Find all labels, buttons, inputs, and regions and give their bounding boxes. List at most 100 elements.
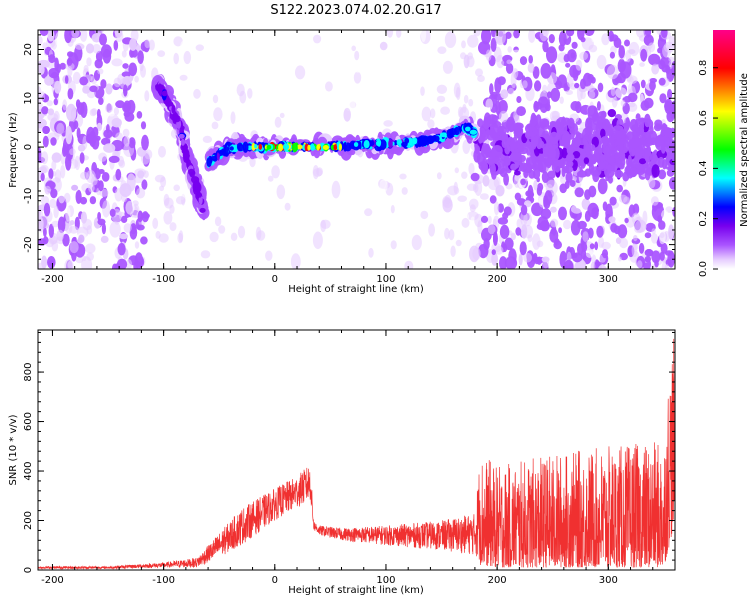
spectral-blob [467,34,479,48]
spectral-blob [542,146,550,155]
spectral-blob [51,240,59,252]
spectral-blob [152,217,159,229]
spectral-blob [58,191,65,204]
spectral-blob [49,198,57,209]
spectral-blob [322,145,329,150]
spectral-blob [436,95,446,103]
spectral-blob [242,141,249,153]
spectral-blob [608,216,616,223]
spectral-blob [607,156,616,165]
spectral-blob [604,164,615,179]
spectral-blob [276,184,286,200]
spectral-blob [442,60,453,74]
spectral-blob [618,256,622,262]
spectral-blob [600,128,606,139]
spectral-blob [631,124,639,133]
spectral-blob [619,61,632,79]
spectral-blob [111,117,122,128]
spectral-blob [660,242,668,254]
spectral-blob [598,264,607,269]
spectral-blob [667,88,673,100]
spectral-blob [193,88,201,99]
spectral-blob [511,49,523,58]
spectral-blob [616,184,623,193]
spectral-blob [651,250,661,264]
spectral-blob [338,70,346,88]
spectral-blob [668,224,675,240]
spectral-blob [354,50,360,61]
spectral-blob [53,205,59,219]
spectral-blob [41,255,48,269]
spectral-blob [649,80,656,91]
spectral-blob [179,40,186,58]
spectral-blob [589,243,595,250]
spectrogram-frame [37,29,676,270]
spectral-blob [119,233,129,240]
spectral-blob [514,192,522,201]
spectral-blob [640,79,646,89]
spectral-blob [71,30,80,39]
spectral-blob [440,106,450,115]
spectral-blob [100,79,107,89]
spectral-blob [473,148,481,163]
spectral-blob [325,81,333,92]
spectral-blob [148,39,155,51]
spectral-blob [427,119,435,129]
spectral-blob [267,175,274,182]
spectral-blob [505,31,512,39]
spectral-blob [628,102,636,108]
spectral-blob [278,143,284,152]
spectral-blob [65,125,73,145]
spectral-blob [420,210,429,220]
spectral-blob [51,160,57,171]
spectral-blob [493,201,500,216]
spectral-blob [442,198,453,213]
spectral-blob [485,98,494,111]
spectral-blob [472,183,479,193]
spectral-blob [223,145,229,156]
spectral-blob [487,177,500,191]
spectral-blob [589,144,596,152]
spectral-blob [123,136,130,147]
spectral-blob [144,39,151,49]
spectral-blob [640,48,648,62]
x-tick-label: 100 [376,575,395,586]
spectral-blob [209,54,216,65]
spectral-blob [657,215,663,223]
spectral-blob [644,249,654,257]
spectral-blob [571,41,578,49]
spectral-blob [490,37,497,52]
spectral-blob [383,120,393,127]
spectral-blob [548,34,555,44]
spectral-blob [520,178,526,186]
spectral-blob [563,219,572,230]
spectral-blob [530,112,537,128]
spectral-blob [628,49,636,55]
spectral-blob [538,196,545,206]
spectral-blob [43,202,51,217]
x-tick-label: 300 [599,274,618,285]
spectral-blob [128,62,138,77]
spectral-blob [596,225,604,238]
spectral-blob [39,30,49,37]
spectral-blob [631,243,638,258]
spectral-blob [550,206,557,213]
spectral-blob [353,142,359,147]
figure-title: S122.2023.074.02.20.G17 [270,3,441,18]
spectral-blob [128,137,136,149]
spectral-blob [481,30,492,45]
spectral-blob [92,43,101,54]
spectral-blob [590,166,602,177]
x-tick-label: 100 [376,274,395,285]
spectrogram-blobs [38,30,675,269]
spectral-blob [483,238,490,251]
colorbar-tick-label: 0.6 [698,110,709,126]
spectral-blob [55,31,63,47]
spectral-blob [173,115,181,123]
spectral-blob [568,160,574,168]
spectral-blob [97,211,101,221]
spectral-blob [455,87,461,100]
spectral-blob [512,68,519,79]
spectral-blob [463,54,470,69]
spectral-blob [147,137,155,145]
